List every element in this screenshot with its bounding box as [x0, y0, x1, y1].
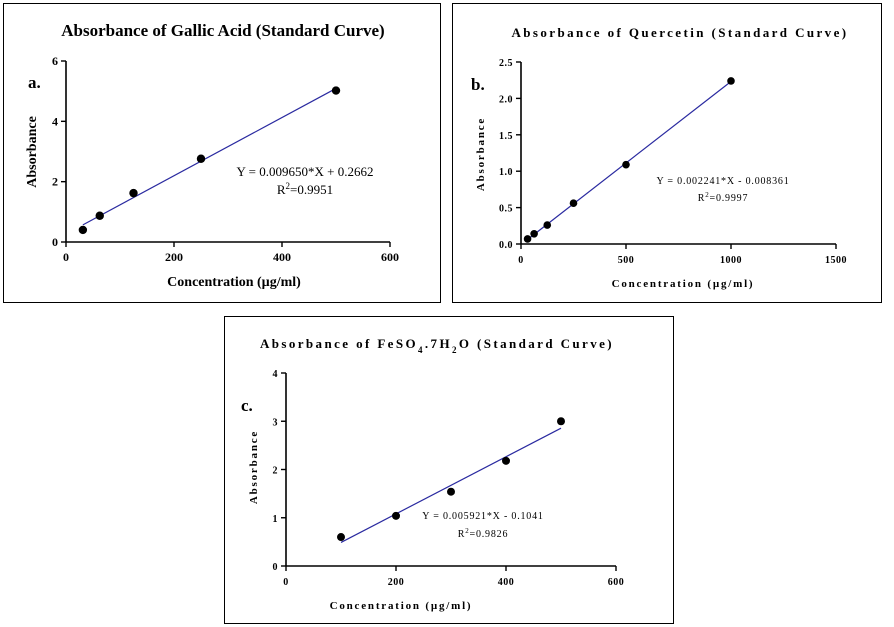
y-tick-label: 0	[52, 235, 58, 249]
x-axis-title: Concentration (µg/ml)	[330, 600, 473, 612]
data-point	[523, 235, 532, 243]
chart-feso4: Absorbance of FeSO4.7H2O (Standard Curve…	[241, 336, 625, 612]
x-tick-label: 400	[273, 250, 291, 264]
data-point	[196, 154, 206, 163]
y-axis-title: Absorbance	[248, 430, 260, 504]
x-tick-label: 600	[381, 250, 399, 264]
r-squared-label: R2=0.9997	[698, 191, 749, 204]
fit-equation: Y = 0.005921*X - 0.1041	[422, 511, 543, 522]
y-tick-label: 1.0	[499, 167, 513, 178]
data-point	[622, 160, 630, 169]
chart-panel-feso4: Absorbance of FeSO4.7H2O (Standard Curve…	[224, 316, 674, 624]
x-tick-label: 0	[283, 577, 289, 588]
data-point	[337, 533, 345, 542]
x-tick-label: 200	[165, 250, 183, 264]
y-axis-title: Absorbance	[25, 116, 40, 188]
x-tick-label: 0	[518, 255, 524, 266]
chart-panel-gallic-acid: Absorbance of Gallic Acid (Standard Curv…	[3, 3, 441, 303]
y-tick-label: 2	[273, 466, 279, 477]
plot-area: 0.0 0.5 1.0 1.5 2.0 2.5 0 500 1000 1500	[499, 58, 847, 266]
chart-gallic-acid: Absorbance of Gallic Acid (Standard Curv…	[25, 21, 399, 290]
chart-panel-quercetin: Absorbance of Quercetin (Standard Curve)…	[452, 3, 882, 303]
fit-line	[527, 80, 732, 240]
y-tick-label: 0.5	[499, 204, 513, 215]
fit-line	[82, 87, 337, 226]
data-point	[557, 417, 565, 426]
y-tick-label: 1.5	[499, 131, 513, 142]
chart-title: Absorbance of Gallic Acid (Standard Curv…	[61, 21, 384, 40]
y-tick-label: 2	[52, 175, 58, 189]
data-point	[727, 77, 735, 85]
r-squared-label: R2=0.9826	[458, 527, 509, 540]
x-axis-title: Concentration (µg/ml)	[167, 275, 301, 290]
x-tick-label: 500	[618, 255, 635, 266]
x-axis-title: Concentration (µg/ml)	[612, 278, 755, 290]
data-point	[543, 221, 552, 229]
fit-equation: Y = 0.009650*X + 0.2662	[237, 164, 374, 179]
x-tick-label: 1500	[825, 255, 847, 266]
fit-equation: Y = 0.002241*X - 0.008361	[656, 176, 789, 187]
data-point	[569, 199, 578, 208]
chart-title: Absorbance of Quercetin (Standard Curve)	[512, 25, 849, 40]
data-point	[447, 487, 455, 496]
y-tick-label: 3	[273, 417, 279, 428]
plot-area: 0 2 4 6 0 200 400 600	[52, 54, 399, 264]
x-tick-label: 0	[63, 250, 69, 264]
x-tick-label: 400	[498, 577, 515, 588]
data-point	[95, 211, 104, 220]
x-tick-label: 200	[388, 577, 405, 588]
data-point	[392, 511, 400, 520]
data-point	[129, 188, 138, 198]
r-squared-label: R2=0.9951	[277, 181, 333, 197]
data-point	[78, 225, 88, 235]
y-tick-label: 1	[273, 514, 279, 525]
panel-label: b.	[471, 75, 485, 94]
y-tick-label: 2.0	[499, 94, 513, 105]
chart-quercetin: Absorbance of Quercetin (Standard Curve)…	[471, 25, 849, 290]
x-tick-label: 600	[608, 577, 625, 588]
data-point	[530, 230, 538, 238]
y-tick-label: 4	[273, 369, 279, 380]
y-tick-label: 0.0	[499, 240, 513, 251]
y-axis-title: Absorbance	[475, 117, 487, 191]
fit-line	[340, 427, 562, 543]
plot-area: 0 1 2 3 4 0 200 400 600	[273, 369, 625, 588]
y-tick-label: 4	[52, 114, 58, 128]
x-tick-label: 1000	[720, 255, 742, 266]
y-tick-label: 2.5	[499, 58, 513, 69]
chart-title: Absorbance of FeSO4.7H2O (Standard Curve…	[260, 336, 614, 355]
data-point	[502, 456, 510, 465]
y-tick-label: 0	[273, 562, 279, 573]
data-point	[331, 86, 341, 95]
panel-label: a.	[28, 73, 41, 92]
y-tick-label: 6	[52, 54, 58, 68]
panel-label: c.	[241, 396, 253, 415]
